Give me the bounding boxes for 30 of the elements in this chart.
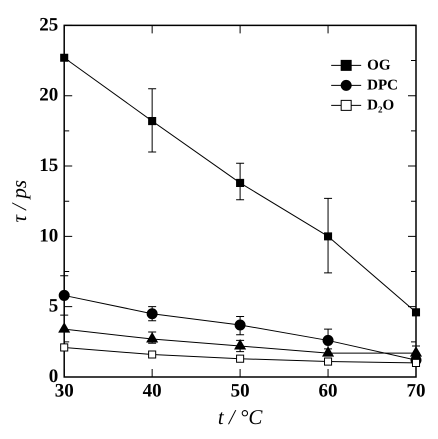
point (412, 358, 420, 367)
y-tick-label: 15 (39, 154, 58, 176)
legend-label: OG (367, 57, 391, 74)
y-tick-label: 10 (39, 225, 58, 246)
x-tick-label: 40 (142, 380, 162, 402)
point (148, 117, 156, 126)
point (324, 357, 332, 366)
legend-label: D₂O (367, 97, 394, 114)
y-tick-label: 20 (39, 84, 58, 106)
point (236, 178, 244, 187)
point (236, 354, 244, 363)
point (60, 54, 68, 62)
x-axis-title: t / °C (218, 404, 264, 429)
point (322, 334, 334, 346)
y-axis-title: τ / ps (7, 180, 32, 222)
point (234, 319, 246, 330)
x-tick-label: 70 (406, 380, 426, 402)
point (324, 232, 332, 240)
x-tick-label: 60 (318, 380, 338, 402)
point (148, 350, 156, 359)
point (60, 343, 68, 352)
y-tick-label: 25 (39, 14, 58, 36)
legend-label: DPC (367, 77, 398, 94)
x-tick-label: 50 (230, 380, 250, 402)
y-tick-label: 5 (48, 296, 58, 317)
point (234, 340, 246, 350)
point (58, 290, 70, 301)
point (322, 346, 334, 357)
point (412, 308, 420, 316)
point (58, 322, 70, 333)
